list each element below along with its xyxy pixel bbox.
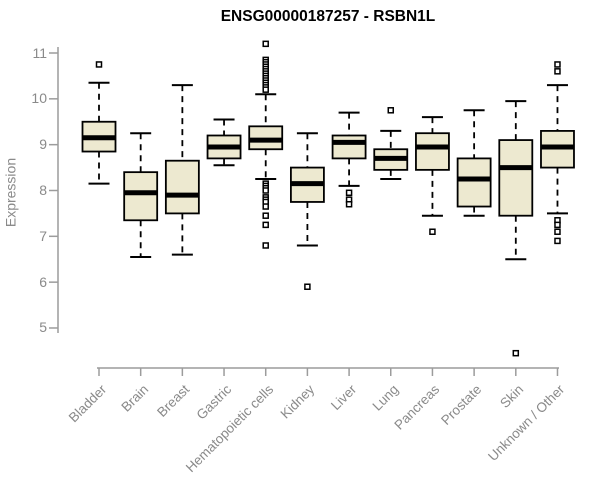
outlier-point-pancreas: [429, 228, 436, 235]
outlier-point-hematopoietic-cells: [262, 187, 269, 194]
box-brain: [123, 171, 159, 222]
outlier-point-unknown-other: [554, 68, 561, 75]
y-tick-label: 7: [39, 227, 47, 244]
outlier-point-unknown-other: [554, 61, 561, 68]
y-tick-label: 5: [39, 319, 47, 336]
box-liver: [331, 134, 367, 160]
y-tick-label: 6: [39, 273, 47, 290]
outlier-point-liver: [345, 200, 353, 208]
box-skin: [498, 139, 534, 217]
y-tick-label: 11: [32, 44, 47, 61]
y-tick-label: 8: [39, 181, 47, 198]
outlier-point-unknown-other: [554, 228, 561, 235]
outlier-point-hematopoietic-cells: [262, 221, 269, 229]
outlier-point-hematopoietic-cells: [262, 242, 269, 249]
outlier-point-unknown-other: [554, 237, 561, 245]
outlier-point-liver: [345, 189, 353, 197]
outlier-point-skin: [512, 349, 520, 357]
outlier-point-hematopoietic-cells: [262, 203, 269, 210]
box-breast: [164, 159, 200, 215]
outlier-point-hematopoietic-cells: [262, 212, 269, 219]
box-pancreas: [415, 132, 450, 171]
outlier-point-kidney: [304, 283, 311, 290]
y-tick-label: 10: [31, 90, 47, 107]
chart-title: ENSG00000187257 - RSBN1L: [220, 8, 436, 25]
outlier-point-unknown-other: [554, 221, 561, 229]
y-tick-label: 9: [39, 136, 47, 153]
box-prostate: [456, 157, 492, 208]
outlier-point-hematopoietic-cells: [262, 40, 269, 48]
outlier-point-bladder: [95, 61, 103, 68]
outlier-point-lung: [387, 107, 395, 114]
outlier-point-hematopoietic-cells: [262, 86, 269, 93]
